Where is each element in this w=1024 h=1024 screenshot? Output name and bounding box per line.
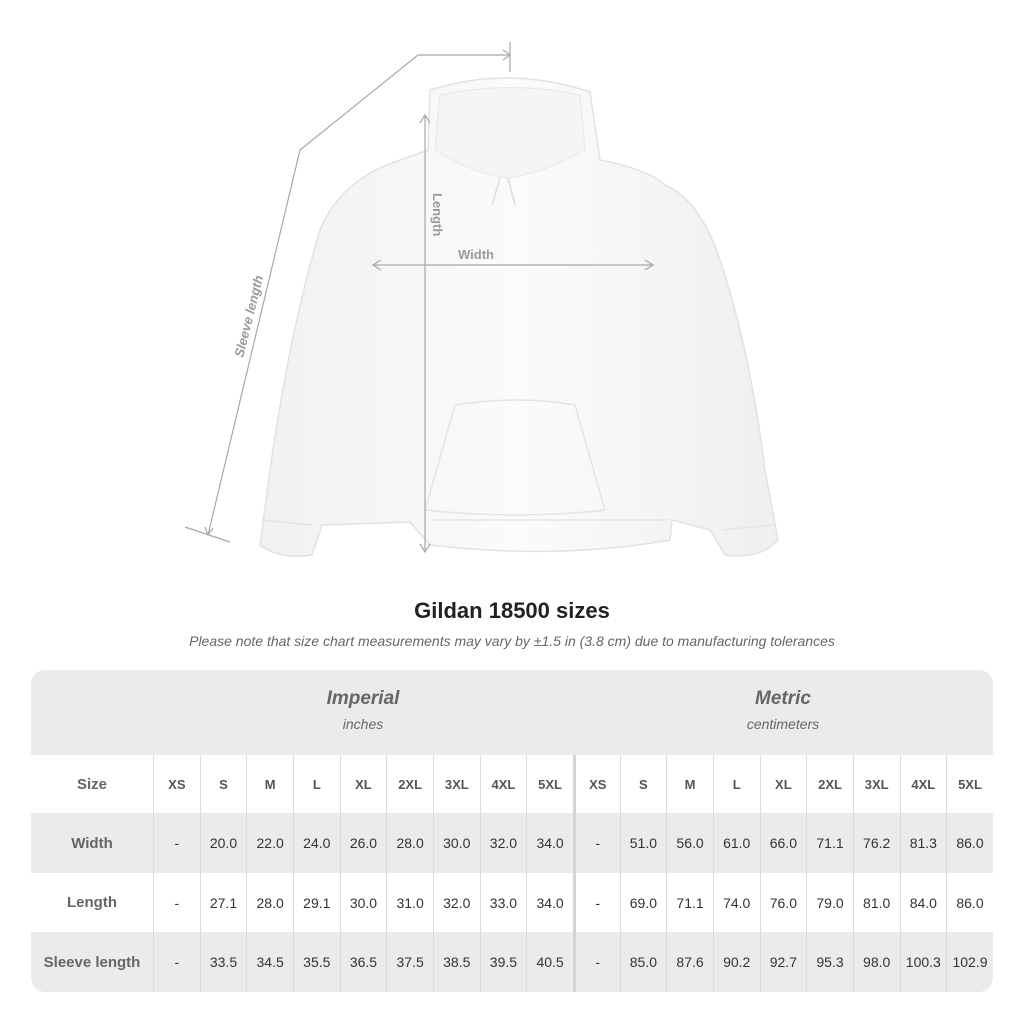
imperial-cell: - [153,813,200,873]
metric-cell: 102.9 [946,932,993,992]
table-row: Size XS S M L XL 2XL 3XL 4XL 5XL XS S M L XL 2XL 3XL 4XL 5… [31,755,993,813]
metric-cell: 66.0 [759,813,807,873]
metric-cell: 3XL [852,755,900,813]
imperial-cell: 34.5 [246,932,293,992]
sleeve-line [207,54,510,536]
imperial-cell: 33.5 [199,932,247,992]
width-label: Width [458,247,494,262]
metric-cell: 79.0 [806,873,853,932]
metric-cell: 100.3 [899,932,947,992]
imperial-cell: XS [153,755,200,813]
metric-cell: 84.0 [899,873,947,932]
imperial-header: Imperial inches [153,670,573,755]
metric-cell: - [572,932,620,992]
imperial-title: Imperial [326,688,400,709]
metric-cell: XS [572,755,620,813]
imperial-cell: 30.0 [339,873,387,932]
row-label: Sleeve length [43,953,141,971]
metric-cell: - [572,813,620,873]
metric-cell: 69.0 [619,873,667,932]
imperial-cell: 32.0 [479,813,527,873]
imperial-cell: S [199,755,247,813]
metric-header: Metric centimeters [573,670,993,755]
sleeve-label: Sleeve length [231,274,266,359]
table-row: Length -27.1 28.0 29.1 30.0 31.0 32.0 33.0 34.0-… [31,873,993,932]
hoodie-illustration: Length Width Sleeve length [184,42,779,557]
metric-cell: 95.3 [806,932,853,992]
imperial-cell: 32.0 [432,873,480,932]
metric-cell: 2XL [806,755,853,813]
imperial-cell: 37.5 [386,932,433,992]
metric-cell: 76.0 [759,873,807,932]
metric-cell: 85.0 [619,932,667,992]
imperial-cell: XL [339,755,387,813]
metric-cell: 98.0 [852,932,900,992]
row-label: Width [71,834,113,852]
metric-cell: 81.0 [852,873,900,932]
imperial-unit: inches [342,716,384,732]
metric-cell: 81.3 [899,813,947,873]
imperial-cell: 39.5 [479,932,527,992]
metric-cell: 87.6 [666,932,713,992]
metric-cell: M [666,755,713,813]
imperial-cell: 24.0 [292,813,340,873]
row-label: Length [67,894,117,911]
imperial-cell: 40.5 [526,932,573,992]
imperial-cell: 3XL [432,755,480,813]
imperial-cell: L [292,755,340,813]
metric-cell: 61.0 [712,813,760,873]
imperial-cell: M [246,755,293,813]
length-label: Length [430,193,445,236]
imperial-cell: 31.0 [386,873,433,932]
imperial-cell: 36.5 [339,932,387,992]
metric-unit: centimeters [746,716,820,732]
imperial-cell: 35.5 [292,932,340,992]
metric-cell: 90.2 [712,932,760,992]
imperial-cell: 34.0 [526,813,573,873]
metric-cell: 74.0 [712,873,760,932]
metric-cell: XL [759,755,807,813]
imperial-cell: 22.0 [246,813,293,873]
row-label: Size [76,775,107,793]
metric-cell: - [572,873,620,932]
metric-cell: 86.0 [946,873,993,932]
size-table: Imperial inches Metric centimeters Size X… [31,670,993,992]
imperial-cell: 28.0 [246,873,293,932]
metric-cell: S [619,755,667,813]
imperial-cell: 38.5 [432,932,480,992]
metric-cell: 86.0 [946,813,993,873]
imperial-cell: 29.1 [292,873,340,932]
imperial-cell: 5XL [526,755,573,813]
metric-cell: L [712,755,760,813]
metric-cell: 5XL [946,755,993,813]
imperial-cell: 20.0 [199,813,247,873]
metric-cell: 71.1 [806,813,853,873]
metric-title: Metric [755,688,811,709]
imperial-cell: 2XL [386,755,433,813]
imperial-cell: 28.0 [386,813,433,873]
imperial-cell: 33.0 [479,873,527,932]
metric-cell: 76.2 [852,813,900,873]
metric-cell: 51.0 [619,813,667,873]
metric-cell: 92.7 [759,932,807,992]
imperial-cell: 34.0 [526,873,573,932]
tolerance-note: Please note that size chart measurements… [189,633,835,649]
metric-cell: 56.0 [666,813,713,873]
imperial-cell: 30.0 [432,813,480,873]
page-title: Gildan 18500 sizes [414,598,610,623]
hoodie-shape [259,77,779,557]
imperial-cell: - [153,932,200,992]
metric-cell: 71.1 [666,873,713,932]
imperial-cell: 4XL [479,755,527,813]
table-row: Sleeve length -33.5 34.5 35.5 36.5 37.5 38.5 39… [31,932,993,992]
imperial-cell: 26.0 [339,813,387,873]
imperial-cell: 27.1 [199,873,247,932]
metric-cell: 4XL [899,755,947,813]
imperial-cell: - [153,873,200,932]
table-row: Width -20.0 22.0 24.0 26.0 28.0 30.0 32.0 34.0-5… [31,813,993,873]
